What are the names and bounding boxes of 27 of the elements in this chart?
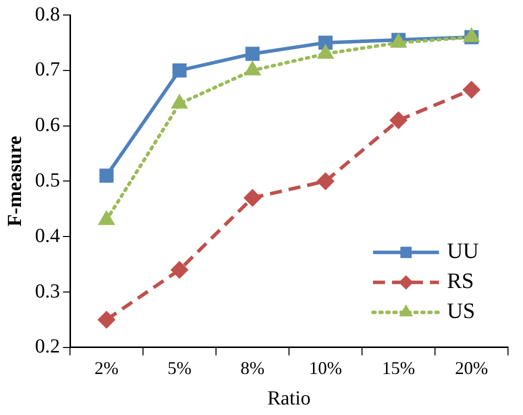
legend-label: US bbox=[447, 298, 476, 324]
y-tick-label: 0.6 bbox=[35, 114, 60, 136]
y-tick-label: 0.2 bbox=[35, 336, 60, 358]
x-tick-label: 5% bbox=[168, 358, 192, 378]
y-tick-label: 0.7 bbox=[35, 58, 60, 81]
point bbox=[462, 80, 480, 99]
x-tick-label: 20% bbox=[455, 358, 488, 378]
point bbox=[170, 260, 188, 279]
point bbox=[98, 310, 116, 329]
y-tick-label: 0.8 bbox=[35, 3, 60, 26]
y-tick-label: 0.5 bbox=[35, 169, 60, 192]
point bbox=[99, 168, 114, 183]
point bbox=[172, 63, 187, 78]
y-tick-label: 0.3 bbox=[35, 280, 60, 302]
point bbox=[390, 111, 408, 130]
point bbox=[316, 172, 334, 190]
x-tick-label: 10% bbox=[309, 358, 342, 378]
legend-label: RS bbox=[447, 268, 474, 294]
x-tick-label: 8% bbox=[240, 358, 264, 378]
legend-label: UU bbox=[447, 238, 479, 264]
x-tick-label: 2% bbox=[94, 358, 118, 378]
point bbox=[245, 46, 260, 61]
point bbox=[244, 188, 262, 207]
x-axis-title: Ratio bbox=[267, 387, 311, 410]
x-tick-label: 15% bbox=[382, 358, 415, 378]
y-axis-title: F-measure bbox=[4, 136, 26, 227]
y-tick-label: 0.4 bbox=[35, 224, 60, 247]
